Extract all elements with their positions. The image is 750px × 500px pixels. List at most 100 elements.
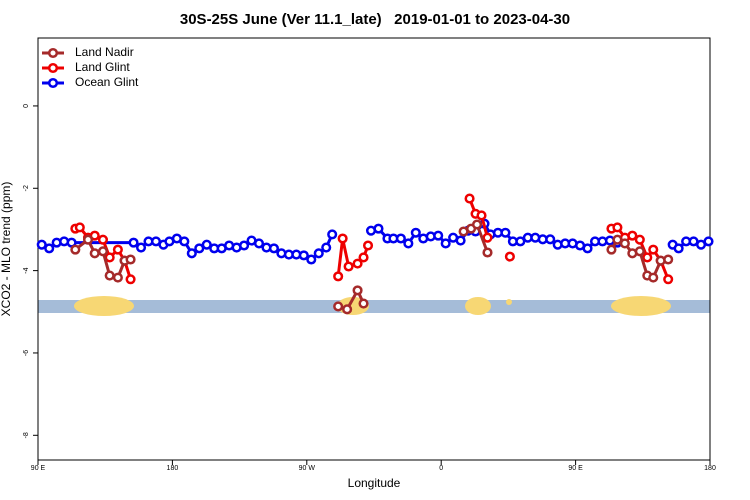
point bbox=[482, 232, 493, 243]
point bbox=[471, 219, 483, 230]
point bbox=[476, 210, 487, 221]
land-area bbox=[506, 299, 512, 305]
point bbox=[515, 236, 526, 247]
point bbox=[606, 244, 617, 255]
land-mask bbox=[38, 296, 710, 316]
point bbox=[128, 237, 139, 248]
point bbox=[125, 274, 136, 285]
y-tick-label: -4 bbox=[23, 267, 30, 273]
point bbox=[313, 248, 324, 259]
point bbox=[333, 301, 344, 312]
series-line bbox=[74, 222, 669, 312]
point bbox=[268, 243, 279, 254]
land-area bbox=[465, 297, 491, 315]
point bbox=[362, 240, 374, 251]
point bbox=[36, 239, 47, 250]
point bbox=[464, 193, 475, 204]
point bbox=[673, 243, 684, 254]
legend-label: Land Nadir bbox=[75, 45, 134, 59]
point bbox=[82, 234, 94, 245]
point bbox=[70, 244, 81, 255]
legend-label: Land Glint bbox=[75, 60, 130, 74]
x-tick-label: 90 E bbox=[31, 465, 46, 472]
y-axis-label: XCO2 - MLO trend (ppm) bbox=[0, 182, 13, 317]
x-axis-label: Longitude bbox=[348, 476, 401, 490]
point bbox=[342, 304, 353, 315]
point bbox=[333, 271, 344, 282]
legend-label: Ocean Glint bbox=[75, 75, 139, 89]
point bbox=[125, 254, 136, 265]
point bbox=[352, 285, 363, 296]
point bbox=[44, 243, 55, 254]
point bbox=[663, 274, 674, 285]
point bbox=[104, 252, 115, 263]
ocean-band bbox=[38, 300, 710, 313]
point bbox=[482, 247, 493, 258]
x-tick-label: 90 W bbox=[299, 465, 316, 472]
x-tick-label: 180 bbox=[167, 465, 179, 472]
point bbox=[703, 236, 714, 247]
point bbox=[395, 233, 406, 244]
x-tick-label: 180 bbox=[704, 465, 716, 472]
point bbox=[455, 235, 466, 246]
point bbox=[327, 229, 338, 240]
point bbox=[634, 234, 645, 245]
point bbox=[239, 240, 250, 251]
legend-marker bbox=[47, 62, 59, 74]
point bbox=[343, 261, 354, 272]
y-tick-label: -2 bbox=[23, 185, 30, 191]
point bbox=[135, 242, 147, 253]
point bbox=[179, 236, 190, 247]
point bbox=[612, 234, 623, 245]
point bbox=[500, 227, 511, 238]
legend-marker bbox=[47, 47, 59, 59]
point bbox=[642, 252, 653, 263]
chart-title: 30S-25S June (Ver 11.1_late) 2019-01-01 … bbox=[180, 11, 570, 28]
point bbox=[352, 258, 363, 269]
point bbox=[201, 239, 212, 250]
legend-marker bbox=[47, 77, 59, 89]
point bbox=[648, 244, 659, 255]
point bbox=[104, 270, 115, 281]
point bbox=[97, 246, 109, 257]
point bbox=[612, 222, 623, 233]
point bbox=[648, 272, 659, 283]
point bbox=[373, 223, 384, 234]
point bbox=[440, 238, 451, 249]
point bbox=[253, 238, 265, 249]
point bbox=[663, 254, 674, 265]
point bbox=[403, 238, 414, 249]
point bbox=[186, 248, 197, 259]
point bbox=[358, 252, 369, 263]
land-area bbox=[611, 296, 671, 316]
y-tick-label: -8 bbox=[23, 432, 30, 438]
land-area bbox=[74, 296, 134, 316]
point bbox=[619, 238, 630, 249]
point bbox=[433, 230, 444, 241]
point bbox=[112, 244, 123, 255]
plot-frame bbox=[37, 37, 711, 461]
y-tick-label: -6 bbox=[23, 350, 30, 356]
point bbox=[89, 248, 100, 259]
point bbox=[634, 246, 645, 257]
point bbox=[410, 227, 421, 238]
point bbox=[337, 233, 348, 244]
y-tick-label: 0 bbox=[23, 104, 30, 108]
point bbox=[545, 234, 556, 245]
point bbox=[306, 254, 317, 265]
point bbox=[358, 298, 369, 309]
point bbox=[582, 243, 593, 254]
point bbox=[194, 243, 205, 254]
x-tick-label: 0 bbox=[439, 465, 443, 472]
point bbox=[97, 234, 109, 245]
point bbox=[298, 250, 309, 261]
point bbox=[627, 230, 638, 241]
x-tick-label: 90 E bbox=[568, 465, 583, 472]
point bbox=[504, 251, 515, 262]
point bbox=[74, 222, 85, 233]
point bbox=[321, 242, 332, 253]
point bbox=[112, 272, 123, 283]
